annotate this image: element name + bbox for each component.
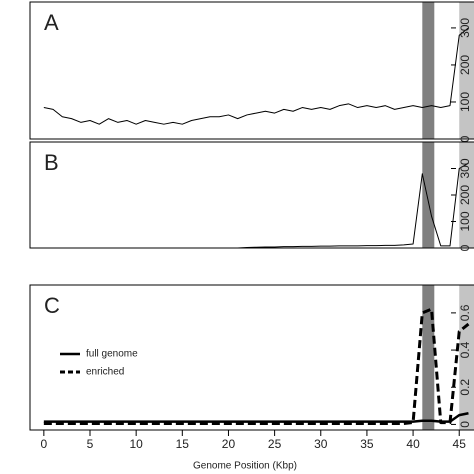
panel-letter: B (44, 150, 59, 175)
y-tick-label: 100 (458, 211, 472, 231)
shaded-region (459, 142, 474, 248)
x-tick-label: 30 (314, 437, 328, 451)
panel-letter: A (44, 10, 59, 35)
legend-label: enriched (86, 367, 124, 378)
data-line (43, 27, 469, 125)
panel-border (29, 141, 474, 249)
legend-label: full genome (86, 349, 138, 360)
x-tick-label: 20 (222, 437, 236, 451)
x-tick-label: 35 (360, 437, 374, 451)
panel-letter: C (44, 293, 60, 318)
y-tick-label: 200 (458, 185, 472, 205)
y-tick-label: 300 (458, 158, 472, 178)
panel (43, 285, 474, 430)
y-tick-label: 300 (458, 18, 472, 38)
shaded-region (422, 285, 435, 430)
x-tick-label: 45 (453, 437, 467, 451)
y-tick-label: 0 (458, 244, 472, 251)
shaded-region (459, 2, 474, 139)
data-line (43, 307, 470, 425)
y-tick-label: 100 (458, 92, 472, 112)
y-tick-label: 0.2 (458, 379, 472, 396)
x-axis-label: Genome Position (Kbp) (193, 461, 297, 472)
x-tick-label: 25 (268, 437, 282, 451)
y-tick-label: 0.4 (458, 341, 472, 358)
y-tick-label: 200 (458, 55, 472, 75)
y-tick-label: 0 (458, 421, 472, 428)
y-tick-label: 0.6 (458, 304, 472, 321)
data-line (43, 412, 469, 423)
shaded-region (459, 285, 474, 430)
y-tick-label: 0 (458, 135, 472, 142)
shaded-region (422, 2, 435, 139)
x-tick-label: 40 (406, 437, 420, 451)
panel (43, 2, 474, 139)
x-tick-label: 15 (176, 437, 190, 451)
data-line (43, 162, 469, 248)
panel (43, 142, 474, 248)
panel-border (29, 1, 474, 140)
x-tick-label: 0 (41, 437, 48, 451)
x-tick-label: 5 (87, 437, 94, 451)
x-tick-label: 10 (129, 437, 143, 451)
shaded-region (422, 142, 435, 248)
